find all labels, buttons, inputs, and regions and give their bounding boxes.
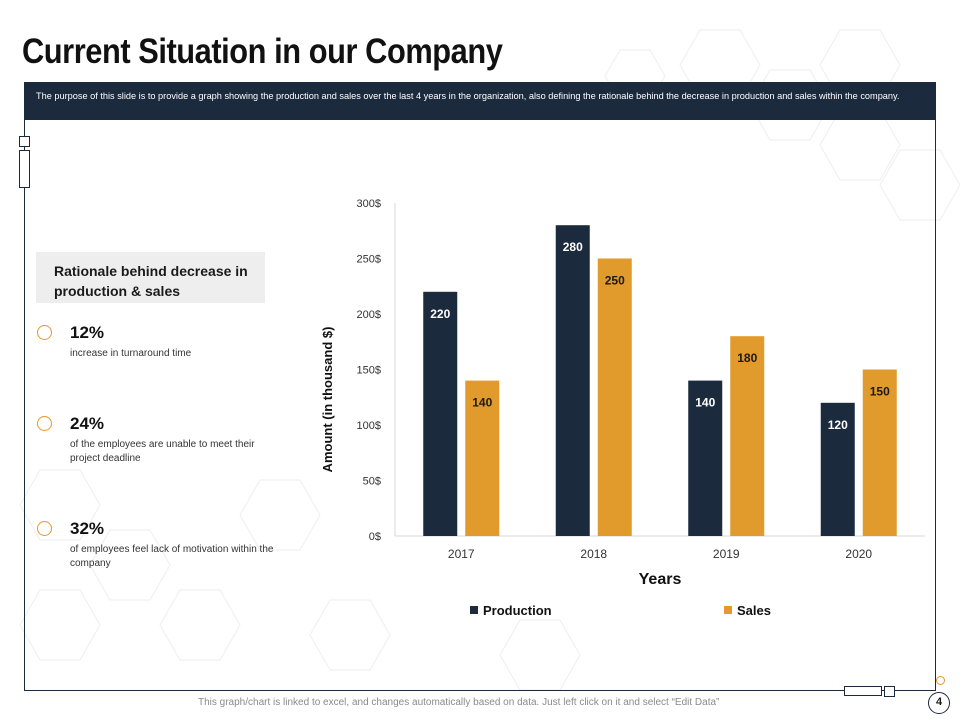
bar-production-2020 [820, 402, 855, 536]
decorative-slider-track [844, 686, 882, 696]
data-label: 280 [563, 240, 583, 254]
frame-tab-small [19, 136, 30, 147]
data-label: 250 [605, 274, 625, 288]
circle-bullet-icon [37, 521, 52, 536]
rationale-heading: Rationale behind decrease in production … [36, 252, 265, 303]
legend-label-sales: Sales [737, 603, 771, 618]
y-tick-label: 50$ [363, 476, 381, 488]
stat-value: 12% [70, 323, 105, 342]
bar-production-2018 [555, 225, 590, 536]
y-tick-label: 300$ [357, 198, 381, 210]
production-sales-bar-chart: 0$ 50$ 100$ 150$ 200$ 250$ 300$ 2017 220 140 2018 2… [320, 198, 925, 618]
footer-note: This graph/chart is linked to excel, and… [198, 697, 720, 708]
y-tick-label: 150$ [357, 365, 381, 377]
data-label: 140 [695, 396, 715, 410]
y-tick-label: 200$ [357, 309, 381, 321]
circle-bullet-icon [37, 325, 52, 340]
legend-label-production: Production [483, 603, 552, 618]
stat-description: of employees feel lack of motivation wit… [70, 544, 274, 569]
data-label: 220 [430, 307, 450, 321]
bar-production-2019 [688, 380, 723, 536]
y-tick-label: 0$ [369, 531, 381, 543]
description-banner: The purpose of this slide is to provide … [24, 82, 936, 120]
y-axis-title: Amount (in thousand $) [320, 327, 335, 473]
data-label: 180 [737, 351, 757, 365]
x-tick-label: 2020 [845, 547, 872, 561]
data-label: 140 [472, 396, 492, 410]
frame-tab-tall [19, 150, 30, 188]
x-tick-label: 2017 [448, 547, 475, 561]
x-tick-label: 2019 [713, 547, 740, 561]
data-label: 150 [870, 385, 890, 399]
page-title: Current Situation in our Company [22, 32, 503, 71]
stat-description: increase in turnaround time [70, 348, 192, 359]
y-tick-label: 250$ [357, 254, 381, 266]
decorative-slider-handle [884, 686, 895, 697]
bar-sales-2017 [465, 380, 500, 536]
bar-sales-2018 [597, 258, 632, 536]
bar-sales-2020 [862, 369, 897, 536]
decorative-circle [936, 676, 945, 685]
legend-swatch-production [470, 606, 478, 614]
x-tick-label: 2018 [580, 547, 607, 561]
legend-swatch-sales [724, 606, 732, 614]
stat-value: 24% [70, 414, 105, 433]
stat-description: of the employees are unable to meet thei… [70, 439, 255, 464]
circle-bullet-icon [37, 416, 52, 431]
y-tick-label: 100$ [357, 420, 381, 432]
stat-value: 32% [70, 519, 105, 538]
data-label: 120 [828, 418, 848, 432]
page-number: 4 [928, 692, 950, 714]
bar-production-2017 [423, 291, 458, 536]
bar-sales-2019 [730, 336, 765, 536]
x-axis-title: Years [639, 571, 682, 588]
